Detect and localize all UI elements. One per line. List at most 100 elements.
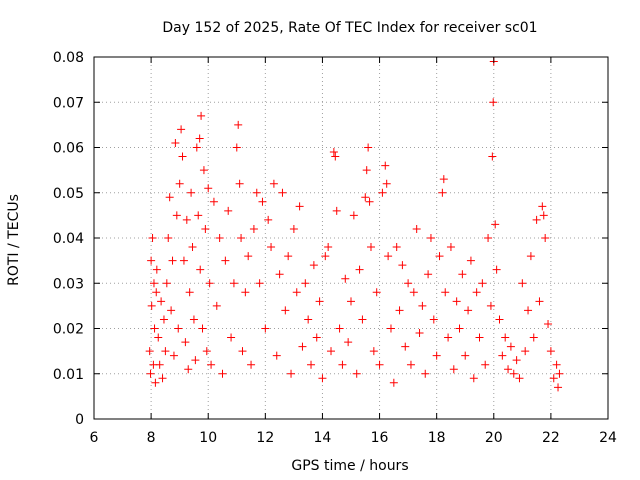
data-point (418, 301, 427, 310)
data-point (378, 188, 387, 197)
data-point (151, 378, 160, 387)
data-point (147, 256, 156, 265)
data-point (218, 369, 227, 378)
data-point (252, 188, 261, 197)
data-point (415, 329, 424, 338)
data-point (521, 347, 530, 356)
data-point (358, 315, 367, 324)
data-point (235, 179, 244, 188)
data-point (382, 179, 391, 188)
data-point (344, 338, 353, 347)
data-point (287, 369, 296, 378)
data-point (179, 256, 188, 265)
data-point (389, 378, 398, 387)
data-point (204, 184, 213, 193)
x-tick-label: 18 (428, 430, 446, 446)
y-tick-label: 0.06 (53, 141, 84, 157)
data-point (275, 270, 284, 279)
data-point (241, 288, 250, 297)
y-tick-label: 0.03 (53, 276, 84, 292)
data-point (355, 265, 364, 274)
x-tick-label: 6 (90, 430, 99, 446)
data-point (335, 324, 344, 333)
data-point (171, 138, 180, 147)
data-point (269, 179, 278, 188)
data-point (145, 347, 154, 356)
data-point (549, 374, 558, 383)
data-point (202, 347, 211, 356)
data-point (327, 347, 336, 356)
data-point (198, 324, 207, 333)
data-point (509, 369, 518, 378)
data-point (148, 234, 157, 242)
data-point (195, 134, 204, 143)
data-point (398, 261, 407, 270)
data-point (212, 301, 221, 310)
data-point (512, 356, 521, 365)
data-point (301, 279, 310, 288)
data-point (247, 360, 256, 369)
data-point (439, 175, 448, 184)
data-point (429, 315, 438, 324)
data-point (554, 383, 563, 392)
data-point (444, 333, 453, 342)
data-point (421, 369, 430, 378)
data-point (172, 211, 181, 220)
data-point (464, 306, 473, 315)
data-point (237, 234, 246, 242)
data-point (524, 306, 533, 315)
data-point (352, 369, 361, 378)
data-point (426, 234, 435, 242)
data-point (446, 243, 455, 252)
y-tick-label: 0.08 (53, 50, 84, 66)
data-point (177, 125, 186, 134)
data-point (261, 324, 270, 333)
data-point (188, 243, 197, 252)
data-point (452, 297, 461, 306)
data-point (492, 265, 501, 274)
data-point (401, 342, 410, 351)
data-point (281, 306, 290, 315)
data-point (331, 152, 340, 161)
data-point (375, 360, 384, 369)
data-point (552, 360, 561, 369)
data-point (329, 148, 338, 157)
data-point (504, 365, 513, 374)
y-tick-label: 0.04 (53, 231, 84, 247)
data-point (158, 374, 167, 383)
data-point (515, 374, 524, 383)
data-point (365, 197, 374, 206)
data-point (486, 301, 495, 310)
data-point (224, 206, 233, 215)
data-point (424, 270, 433, 279)
x-tick-label: 14 (314, 430, 332, 446)
data-point (518, 279, 527, 288)
data-point (278, 188, 287, 197)
data-point (435, 252, 444, 261)
data-point (272, 351, 281, 360)
data-point (484, 234, 493, 242)
data-point (392, 243, 401, 252)
x-tick-label: 10 (199, 430, 217, 446)
data-point (506, 342, 515, 351)
data-point (438, 188, 447, 197)
data-point (284, 252, 293, 261)
data-point (409, 288, 418, 297)
data-point (197, 111, 206, 120)
data-point (555, 369, 564, 378)
axis-ticks: 6 8 10 12 14 16 18 20 22 24 0 0.01 0.02 0.03 0.04 0.05 0… (53, 50, 617, 446)
data-point (532, 215, 541, 224)
data-point (164, 234, 173, 242)
data-point (175, 179, 184, 188)
data-point (157, 297, 166, 306)
data-point (312, 333, 321, 342)
data-point (361, 193, 370, 202)
x-tick-label: 8 (147, 430, 156, 446)
data-point (332, 206, 341, 215)
data-point (384, 252, 393, 261)
y-tick-label: 0.01 (53, 367, 84, 383)
data-point (535, 297, 544, 306)
y-tick-label: 0.02 (53, 322, 84, 338)
x-tick-label: 12 (256, 430, 274, 446)
data-point (234, 120, 243, 129)
